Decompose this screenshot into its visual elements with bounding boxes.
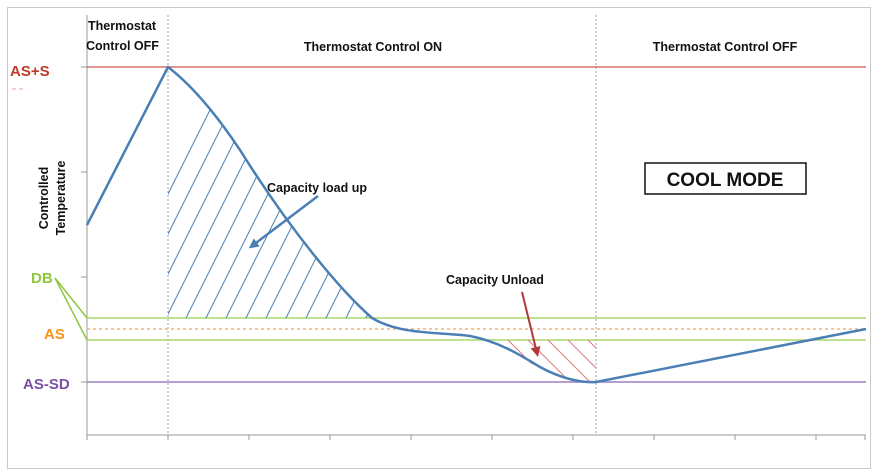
level-label-as-plus-s: AS+S [10, 63, 50, 80]
load-up-arrow [248, 195, 319, 249]
header-right: Thermostat Control OFF [653, 40, 798, 54]
header-left-line2: Control OFF [86, 39, 159, 53]
header-middle: Thermostat Control ON [304, 40, 442, 54]
db-bracket [54, 277, 88, 341]
diagram-frame [7, 7, 871, 469]
x-axis-ticks [86, 435, 866, 440]
cool-mode-box [644, 162, 807, 195]
cool-mode-label: COOL MODE [667, 170, 784, 191]
level-label-as: AS [44, 326, 65, 343]
unload-arrow [521, 291, 541, 357]
load-up-label: Capacity load up [267, 181, 367, 195]
level-label-as-minus-sd: AS-SD [23, 376, 70, 393]
temperature-curve [85, 65, 867, 384]
y-axis-ticks [81, 66, 87, 383]
header-left-line1: Thermostat [88, 19, 157, 33]
y-axis-label-line1: Controlled [37, 167, 51, 230]
level-label-db: DB [31, 270, 53, 287]
unload-label: Capacity Unload [446, 273, 544, 287]
y-axis-label-line2: Temperature [54, 161, 68, 236]
